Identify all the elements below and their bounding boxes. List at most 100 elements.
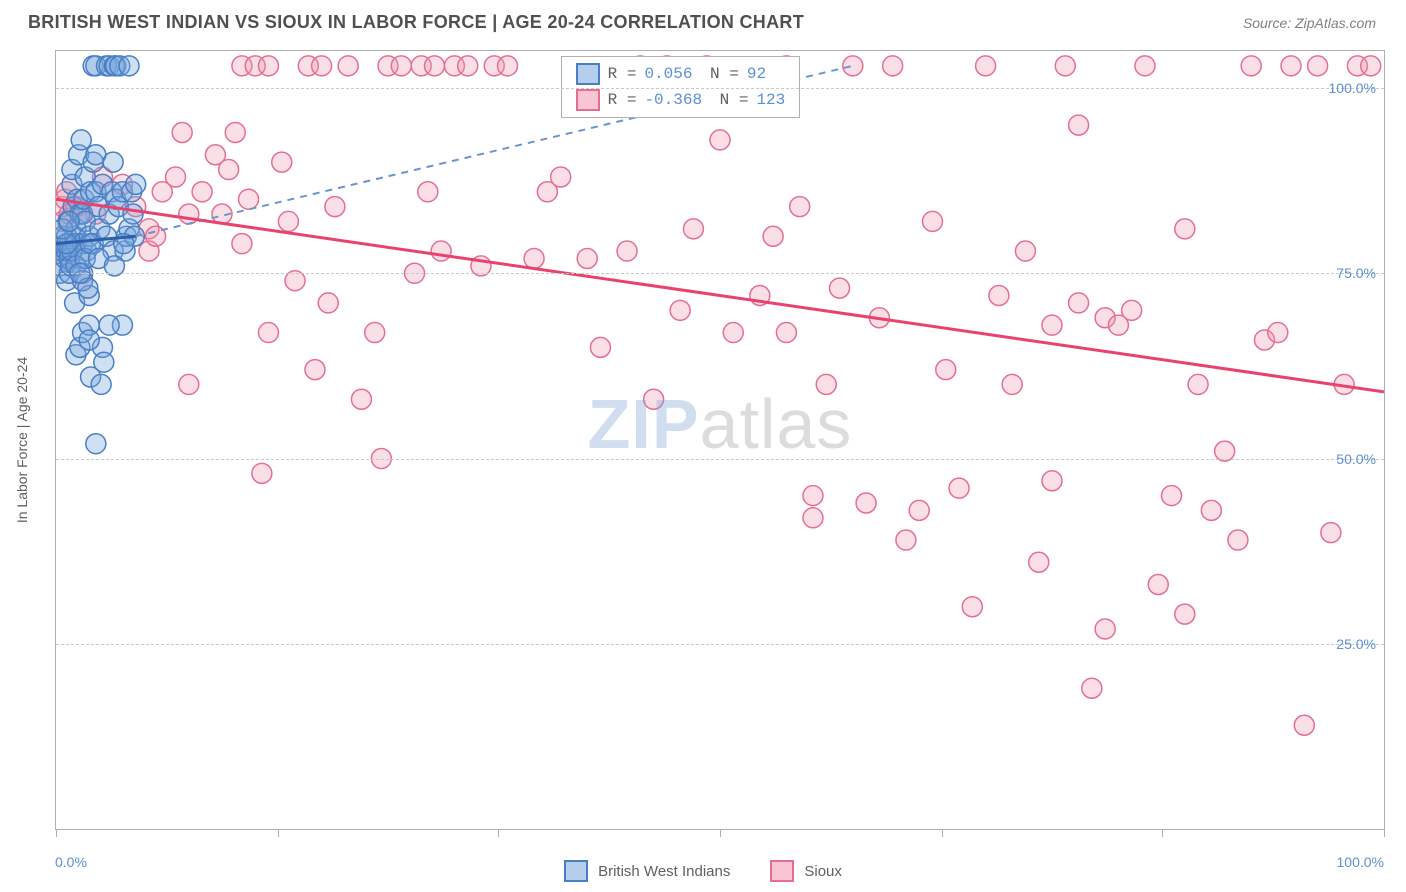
data-point [1082, 678, 1102, 698]
data-point [272, 152, 292, 172]
data-point [1347, 56, 1367, 76]
data-point [1228, 530, 1248, 550]
legend-label: British West Indians [598, 863, 730, 880]
data-point [66, 197, 86, 217]
data-point [803, 486, 823, 506]
data-point [94, 352, 114, 372]
data-point [70, 248, 90, 268]
data-point [312, 56, 332, 76]
data-point [1042, 315, 1062, 335]
data-point [70, 204, 90, 224]
data-point [79, 286, 99, 306]
data-point [56, 241, 70, 261]
data-point [62, 241, 82, 261]
data-point [776, 323, 796, 343]
data-point [205, 145, 225, 165]
data-point [119, 56, 139, 76]
data-point [232, 234, 252, 254]
data-point [102, 182, 122, 202]
chart-plot-area: ZIPatlas R = 0.056 N = 92R =-0.368 N =12… [55, 50, 1385, 830]
data-point [1069, 115, 1089, 135]
stats-swatch [576, 89, 600, 111]
data-point [99, 315, 119, 335]
gridline [56, 459, 1384, 460]
data-point [86, 145, 106, 165]
data-point [108, 197, 128, 217]
data-point [65, 293, 85, 313]
data-point [59, 234, 79, 254]
data-point [444, 56, 464, 76]
data-point [58, 211, 78, 231]
data-point [537, 182, 557, 202]
data-point [79, 226, 99, 246]
data-point [59, 204, 79, 224]
gridline [56, 88, 1384, 89]
data-point [883, 56, 903, 76]
data-point [81, 234, 101, 254]
data-point [103, 152, 123, 172]
data-point [1241, 56, 1261, 76]
data-point [484, 56, 504, 76]
data-point [1308, 56, 1328, 76]
data-point [99, 56, 119, 76]
data-point [103, 241, 123, 261]
data-point [86, 56, 106, 76]
data-point [56, 226, 73, 246]
trendline-b [56, 199, 1384, 392]
data-point [139, 241, 159, 261]
data-point [172, 123, 192, 143]
data-point [1148, 574, 1168, 594]
data-point [81, 367, 101, 387]
data-point [551, 167, 571, 187]
data-point [524, 248, 544, 268]
data-point [378, 56, 398, 76]
data-point [909, 500, 929, 520]
legend-item: Sioux [770, 860, 842, 882]
data-point [922, 211, 942, 231]
data-point [112, 315, 132, 335]
data-point [232, 56, 252, 76]
stat-n-label: N = [700, 65, 738, 83]
header: BRITISH WEST INDIAN VS SIOUX IN LABOR FO… [0, 0, 1406, 41]
data-point [74, 189, 94, 209]
data-point [318, 293, 338, 313]
data-point [57, 226, 77, 246]
data-point [106, 56, 126, 76]
trendline-a [56, 236, 136, 243]
data-point [1042, 471, 1062, 491]
data-point [57, 241, 77, 261]
data-point [75, 248, 95, 268]
stat-r-label: R = [608, 65, 637, 83]
data-point [79, 315, 99, 335]
data-point [1162, 486, 1182, 506]
data-point [139, 219, 159, 239]
data-point [670, 300, 690, 320]
watermark-atlas: atlas [700, 385, 853, 463]
data-point [146, 226, 166, 246]
data-point [92, 174, 112, 194]
data-point [56, 248, 75, 268]
chart-svg [56, 51, 1384, 829]
data-point [1015, 241, 1035, 261]
data-point [63, 197, 83, 217]
data-point [1188, 374, 1208, 394]
data-point [790, 197, 810, 217]
x-tick [720, 829, 721, 837]
data-point [59, 241, 79, 261]
x-tick [1162, 829, 1163, 837]
data-point [1268, 323, 1288, 343]
data-point [75, 167, 95, 187]
data-point [119, 219, 139, 239]
data-point [1321, 523, 1341, 543]
data-point [66, 234, 86, 254]
data-point [225, 123, 245, 143]
data-point [843, 56, 863, 76]
data-point [91, 374, 111, 394]
data-point [62, 174, 82, 194]
data-point [73, 234, 93, 254]
y-tick-label: 50.0% [1336, 451, 1376, 467]
data-point [106, 189, 126, 209]
data-point [1175, 604, 1195, 624]
x-tick [498, 829, 499, 837]
data-point [179, 204, 199, 224]
